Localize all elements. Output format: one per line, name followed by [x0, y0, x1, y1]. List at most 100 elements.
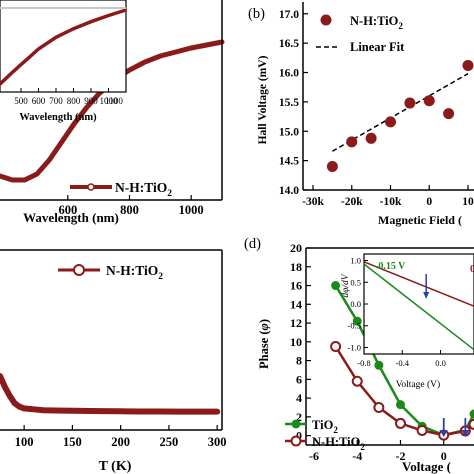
panel-c-x-tick-label: 200: [111, 435, 130, 449]
panel-d-inset-content: 1.0 0.5 0.0 -0.5 -1.0 -0.8 -0.4 0.0: [348, 256, 474, 368]
panel-c-legend-marker: [73, 264, 85, 276]
panel-d-y-tick-label: 8: [296, 354, 302, 368]
panel-b-y-tick-label: 16.5: [279, 38, 299, 50]
panel-c-ticks: 100 150 200 250 300: [15, 425, 227, 449]
panel-a-x-label: Wavelength (nm): [23, 210, 119, 225]
panel-b-label: (b): [248, 6, 265, 22]
panel-d-inset: 1.0 0.5 0.0 -0.5 -1.0 -0.8 -0.4 0.0 -0.15 V 0 d…: [341, 253, 474, 390]
panel-b-points: [326, 59, 474, 172]
panel-d-x-tick-label: -4: [352, 449, 362, 463]
panel-c: 100 150 200 250 300 N-H:TiO2 T (K): [0, 249, 227, 474]
panel-d-y-tick-label: 20: [290, 241, 302, 255]
panel-d-inset-x-tick-label: -0.4: [396, 358, 410, 368]
panel-b-point: [404, 97, 416, 109]
panel-a-legend: N-H:TiO2: [70, 180, 172, 199]
panel-d-inset-x-tick-label: -0.8: [357, 358, 370, 368]
panel-c-legend: N-H:TiO2: [58, 263, 163, 282]
panel-b-x-tick-label: -20k: [341, 196, 363, 208]
panel-d-y-tick-label: 2: [296, 410, 302, 424]
panel-b-x-label: Magnetic Field (: [378, 213, 462, 227]
panel-b-y-tick-label: 14.0: [279, 185, 299, 197]
panel-c-x-tick-label: 300: [208, 435, 227, 449]
panel-b-y-tick-label: 16.0: [279, 68, 299, 80]
panel-d-x-tick-label: -6: [309, 449, 319, 463]
panel-b-legend-label-fit: Linear Fit: [350, 40, 405, 54]
panel-a-inset-frame: [0, 0, 127, 93]
panel-c-x-tick-label: 100: [15, 435, 34, 449]
panel-d-point-tio2: [331, 281, 341, 291]
panel-c-x-label: T (K): [99, 459, 132, 474]
panel-c-series-line: [0, 373, 221, 415]
panel-d-inset-y-tick-label: -0.5: [348, 321, 361, 331]
panel-b-ticks: -30k -20k -10k 0 10 14.0 14.5 15.0 15.5 16.0 16.5 1…: [279, 9, 474, 208]
panel-b-point: [443, 108, 455, 120]
panel-d-arrow-head: [461, 430, 470, 437]
panel-d-y-label: Phase (φ): [257, 319, 271, 369]
panel-a-inset-x-tick-label: 800: [67, 96, 81, 106]
panel-a-x-tick-label: 800: [120, 203, 139, 217]
panel-d-inset-x-label: Voltage (V): [396, 379, 440, 390]
panel-d-inset-frame: [363, 253, 474, 355]
panel-d-inset-annotation-right: 0: [470, 264, 474, 275]
panel-d-inset-y-label: dφ/dV: [341, 273, 351, 297]
panel-a-legend-label: N-H:TiO2: [115, 180, 172, 199]
panel-b-legend-marker: [320, 14, 332, 26]
panel-b-y-label: Hall Voltage (mV): [257, 55, 269, 144]
panel-a-ticks: 600 800 1000: [58, 195, 204, 217]
panel-d-y-tick-label: 0: [296, 429, 302, 443]
panel-b-point: [385, 116, 396, 128]
panel-b-y-tick-label: 14.5: [279, 156, 299, 168]
panel-b-x-tick-label: -10k: [380, 196, 402, 208]
panel-d-inset-y-tick-label: 0.5: [350, 277, 361, 287]
panel-d-y-tick-label: 4: [296, 391, 302, 405]
panel-d-legend-label-nh: N-H:TiO2: [312, 435, 365, 452]
panel-d-point-tio2: [352, 316, 362, 326]
panel-a-inset-x-tick-label: 900: [84, 96, 98, 106]
panel-b-y-tick-label: 15.5: [279, 97, 299, 109]
panel-a-inset-x-tick-label: 1000: [100, 96, 119, 106]
panel-d-point-nh-tio2: [394, 417, 406, 429]
panel-a-x-tick-label: 600: [58, 203, 77, 217]
panel-a-inset-x-label: Wavelength (nm): [19, 112, 97, 123]
panel-b: (b) -30k -20k -10k 0 10 14.0 14.5 15.0 15.5 16.0 1…: [248, 2, 474, 227]
panel-b-legend: N-H:TiO2 Linear Fit: [316, 14, 405, 54]
panel-d-legend: TiO2 N-H:TiO2: [285, 418, 365, 452]
panel-d: (d) -6 -4 -2 0 0 2 4 6 8 10 12 14 16 18 20 1.0 0.5 0.0 -0…: [244, 236, 474, 474]
panel-d-point-tio2: [374, 360, 384, 370]
panel-b-x-tick-label: -30k: [302, 196, 324, 208]
panel-d-inset-annotation: -0.15 V: [375, 261, 406, 272]
panel-d-label: (d): [244, 236, 261, 252]
panel-d-legend-marker-tio2: [291, 419, 301, 429]
panel-b-point: [423, 95, 435, 107]
panel-b-point: [326, 161, 338, 172]
panel-d-y-tick-label: 10: [290, 335, 302, 349]
panel-c-x-tick-label: 250: [160, 435, 179, 449]
panel-d-inset-line: [363, 261, 474, 307]
panel-b-x-tick-label: 10: [462, 196, 474, 208]
panel-d-inset-line: [363, 263, 474, 351]
panel-a-series-line: [0, 39, 225, 183]
panel-b-y-tick-label: 17.0: [279, 9, 299, 21]
panel-a-inset-x-tick-label: 500: [14, 96, 28, 106]
panel-d-arrows: [439, 418, 470, 437]
panel-d-x-tick-label: -2: [395, 449, 405, 463]
panel-d-point-nh-tio2: [330, 341, 342, 352]
panel-c-legend-label: N-H:TiO2: [106, 263, 163, 282]
panel-c-x-tick-label: 150: [63, 435, 82, 449]
panel-a-inset-x-tick-label: 1100: [105, 96, 123, 106]
panel-d-legend-label-tio2: TiO2: [312, 418, 338, 435]
panel-d-point-nh-tio2: [468, 418, 474, 430]
panel-b-x-tick-label: 0: [426, 196, 432, 208]
panel-a-inset-x-tick-label: 600: [32, 96, 46, 106]
panel-d-inset-y-tick-label: -1.0: [348, 342, 361, 352]
panel-d-arrow-head: [439, 430, 448, 437]
panel-d-inset-y-tick-label: 1.0: [350, 256, 361, 266]
panel-b-y-tick-label: 15.0: [279, 126, 299, 138]
panel-d-ticks: -6 -4 -2 0 0 2 4 6 8 10 12 14 16 18 20: [290, 241, 447, 463]
panel-d-point-nh-tio2: [373, 401, 385, 413]
panel-d-inset-x-tick-label: 0.0: [435, 358, 446, 368]
panel-a-legend-marker: [87, 183, 95, 191]
